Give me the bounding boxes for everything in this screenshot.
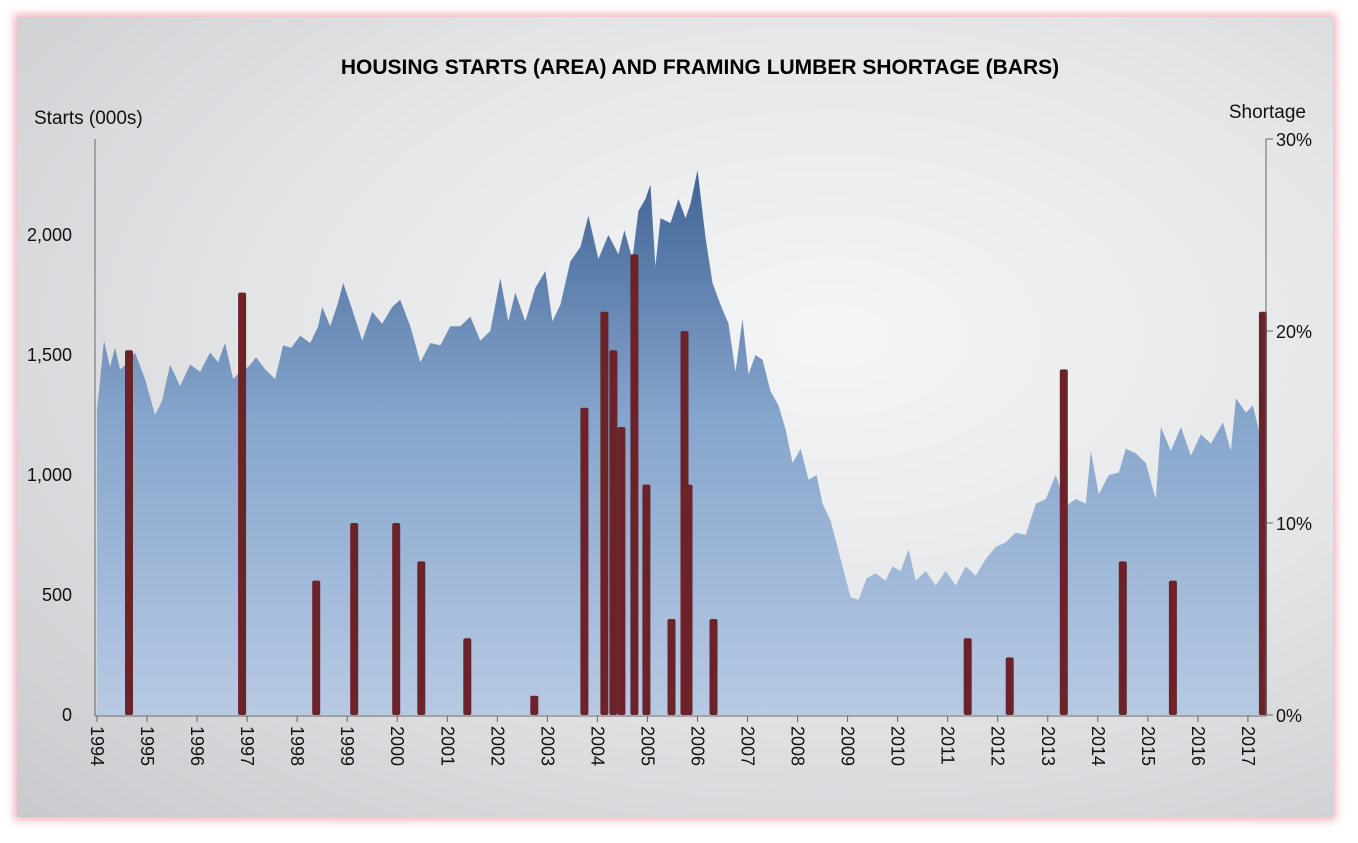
shortage-bar	[667, 619, 676, 715]
shortage-bar	[417, 561, 426, 715]
x-tick-label: 2015	[1138, 726, 1158, 766]
chart-title: HOUSING STARTS (AREA) AND FRAMING LUMBER…	[341, 56, 1059, 79]
x-tick-label: 2003	[537, 726, 557, 766]
y-axis-right-label: Shortage	[1229, 102, 1306, 123]
shortage-bar	[1168, 580, 1177, 715]
housing-starts-area	[97, 170, 1261, 715]
axis-ticks: 0 500 1,000 1,500 2,000 0% 10% 20% 30% 1994 1995 19…	[27, 130, 1312, 766]
shortage-bar	[312, 580, 321, 715]
shortage-bar	[580, 407, 589, 715]
shortage-bar	[630, 254, 639, 715]
shortage-bar	[600, 311, 609, 715]
x-tick-label: 2004	[587, 726, 607, 766]
shortage-bar	[642, 484, 651, 715]
shortage-bars	[125, 254, 1267, 715]
shortage-bar	[1005, 657, 1014, 715]
shortage-bar	[350, 523, 359, 715]
y-left-tick-label: 1,500	[27, 345, 72, 365]
x-tick-label: 1997	[237, 726, 257, 766]
x-tick-label: 2017	[1238, 726, 1258, 766]
shortage-bar	[609, 350, 618, 715]
shortage-bar	[709, 619, 718, 715]
y-axis-left-label: Starts (000s)	[34, 108, 143, 129]
x-tick-label: 2010	[888, 726, 908, 766]
x-tick-label: 2008	[788, 726, 808, 766]
y-right-tick-label: 20%	[1276, 322, 1312, 342]
shortage-bar	[530, 695, 539, 715]
x-tick-label: 2013	[1038, 726, 1058, 766]
x-tick-label: 1996	[187, 726, 207, 766]
y-right-tick-label: 10%	[1276, 514, 1312, 534]
shortage-bar	[1118, 561, 1127, 715]
shortage-bar	[238, 292, 247, 715]
y-right-tick-label: 0%	[1276, 706, 1302, 726]
x-tick-label: 2009	[838, 726, 858, 766]
x-tick-label: 1999	[337, 726, 357, 766]
x-tick-label: 1998	[287, 726, 307, 766]
x-tick-label: 2002	[487, 726, 507, 766]
x-tick-label: 2014	[1088, 726, 1108, 766]
x-tick-label: 1994	[87, 726, 107, 766]
x-tick-label: 2001	[437, 726, 457, 766]
y-right-tick-label: 30%	[1276, 130, 1312, 150]
shortage-bar	[963, 638, 972, 715]
y-left-tick-label: 0	[62, 705, 72, 725]
x-tick-label: 2007	[738, 726, 758, 766]
x-tick-label: 2005	[637, 726, 657, 766]
x-tick-label: 2016	[1188, 726, 1208, 766]
y-left-tick-label: 1,000	[27, 465, 72, 485]
shortage-bar	[463, 638, 472, 715]
x-tick-label: 2006	[688, 726, 708, 766]
shortage-bar	[684, 484, 693, 715]
shortage-bar	[392, 523, 401, 715]
x-tick-label: 1995	[137, 726, 157, 766]
x-tick-label: 2000	[387, 726, 407, 766]
shortage-bar	[125, 350, 133, 715]
x-tick-label: 2011	[938, 726, 958, 765]
x-tick-label: 2012	[988, 726, 1008, 766]
y-left-tick-label: 500	[42, 585, 72, 605]
y-left-tick-label: 2,000	[27, 225, 72, 245]
shortage-bar	[617, 427, 626, 715]
shortage-bar	[1059, 369, 1068, 715]
shortage-bar	[1258, 311, 1267, 715]
